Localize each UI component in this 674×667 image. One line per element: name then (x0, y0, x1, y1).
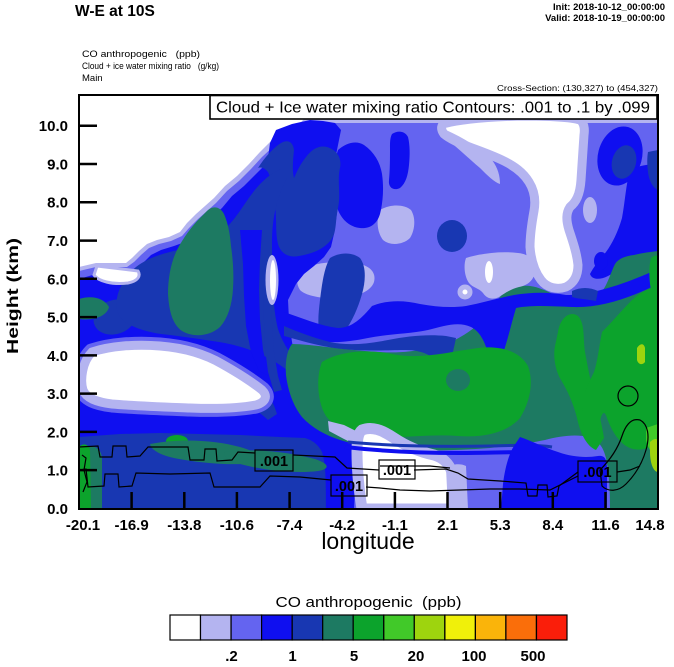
svg-text:Cross-Section: (130,327) to (4: Cross-Section: (130,327) to (454,327) (497, 83, 658, 93)
svg-text:longitude: longitude (321, 528, 414, 554)
svg-text:11.6: 11.6 (591, 517, 619, 534)
svg-text:-10.6: -10.6 (220, 517, 254, 534)
svg-text:0.0: 0.0 (47, 501, 68, 518)
svg-text:20: 20 (408, 648, 425, 665)
svg-text:Cloud + Ice water mixing ratio: Cloud + Ice water mixing ratio Contours:… (216, 100, 650, 117)
svg-text:9.0: 9.0 (47, 157, 68, 174)
svg-text:4.0: 4.0 (47, 348, 68, 365)
svg-text:-4.2: -4.2 (329, 517, 355, 534)
svg-text:-13.8: -13.8 (167, 517, 201, 534)
svg-text:14.8: 14.8 (635, 517, 664, 534)
svg-text:100: 100 (461, 648, 486, 665)
svg-text:1.0: 1.0 (47, 463, 68, 480)
svg-text:.001: .001 (335, 479, 363, 495)
svg-text:3.0: 3.0 (47, 386, 68, 403)
svg-text:8.0: 8.0 (47, 195, 68, 212)
svg-text:Height (km): Height (km) (5, 238, 22, 354)
svg-text:8.4: 8.4 (542, 517, 564, 534)
svg-text:5: 5 (350, 648, 358, 665)
svg-text:.001: .001 (583, 465, 611, 481)
svg-text:.001: .001 (260, 454, 288, 470)
svg-text:Main: Main (82, 73, 103, 84)
svg-text:Valid: 2018-10-19_00:00:00: Valid: 2018-10-19_00:00:00 (545, 13, 665, 24)
svg-text:-7.4: -7.4 (277, 517, 304, 534)
svg-text:CO anthropogenic (ppb): CO anthropogenic (ppb) (82, 49, 200, 60)
svg-text:.2: .2 (225, 648, 238, 665)
svg-text:Cloud + ice water mixing ratio: Cloud + ice water mixing ratio (g/kg) (82, 61, 219, 72)
svg-text:5.3: 5.3 (490, 517, 511, 534)
svg-text:1: 1 (288, 648, 296, 665)
svg-text:500: 500 (520, 648, 545, 665)
svg-text:7.0: 7.0 (47, 233, 68, 250)
svg-text:2.0: 2.0 (47, 424, 68, 441)
svg-text:-1.1: -1.1 (382, 517, 408, 534)
svg-text:10.0: 10.0 (39, 118, 68, 135)
svg-text:CO anthropogenic (ppb): CO anthropogenic (ppb) (276, 595, 462, 611)
svg-text:-16.9: -16.9 (114, 517, 148, 534)
svg-text:W-E at 10S: W-E at 10S (75, 3, 155, 20)
svg-text:Init: 2018-10-12_00:00:00: Init: 2018-10-12_00:00:00 (553, 2, 665, 13)
svg-text:-20.1: -20.1 (66, 517, 100, 534)
svg-text:2.1: 2.1 (437, 517, 458, 534)
svg-text:5.0: 5.0 (47, 310, 68, 327)
svg-text:.001: .001 (383, 463, 411, 479)
svg-text:6.0: 6.0 (47, 271, 68, 288)
